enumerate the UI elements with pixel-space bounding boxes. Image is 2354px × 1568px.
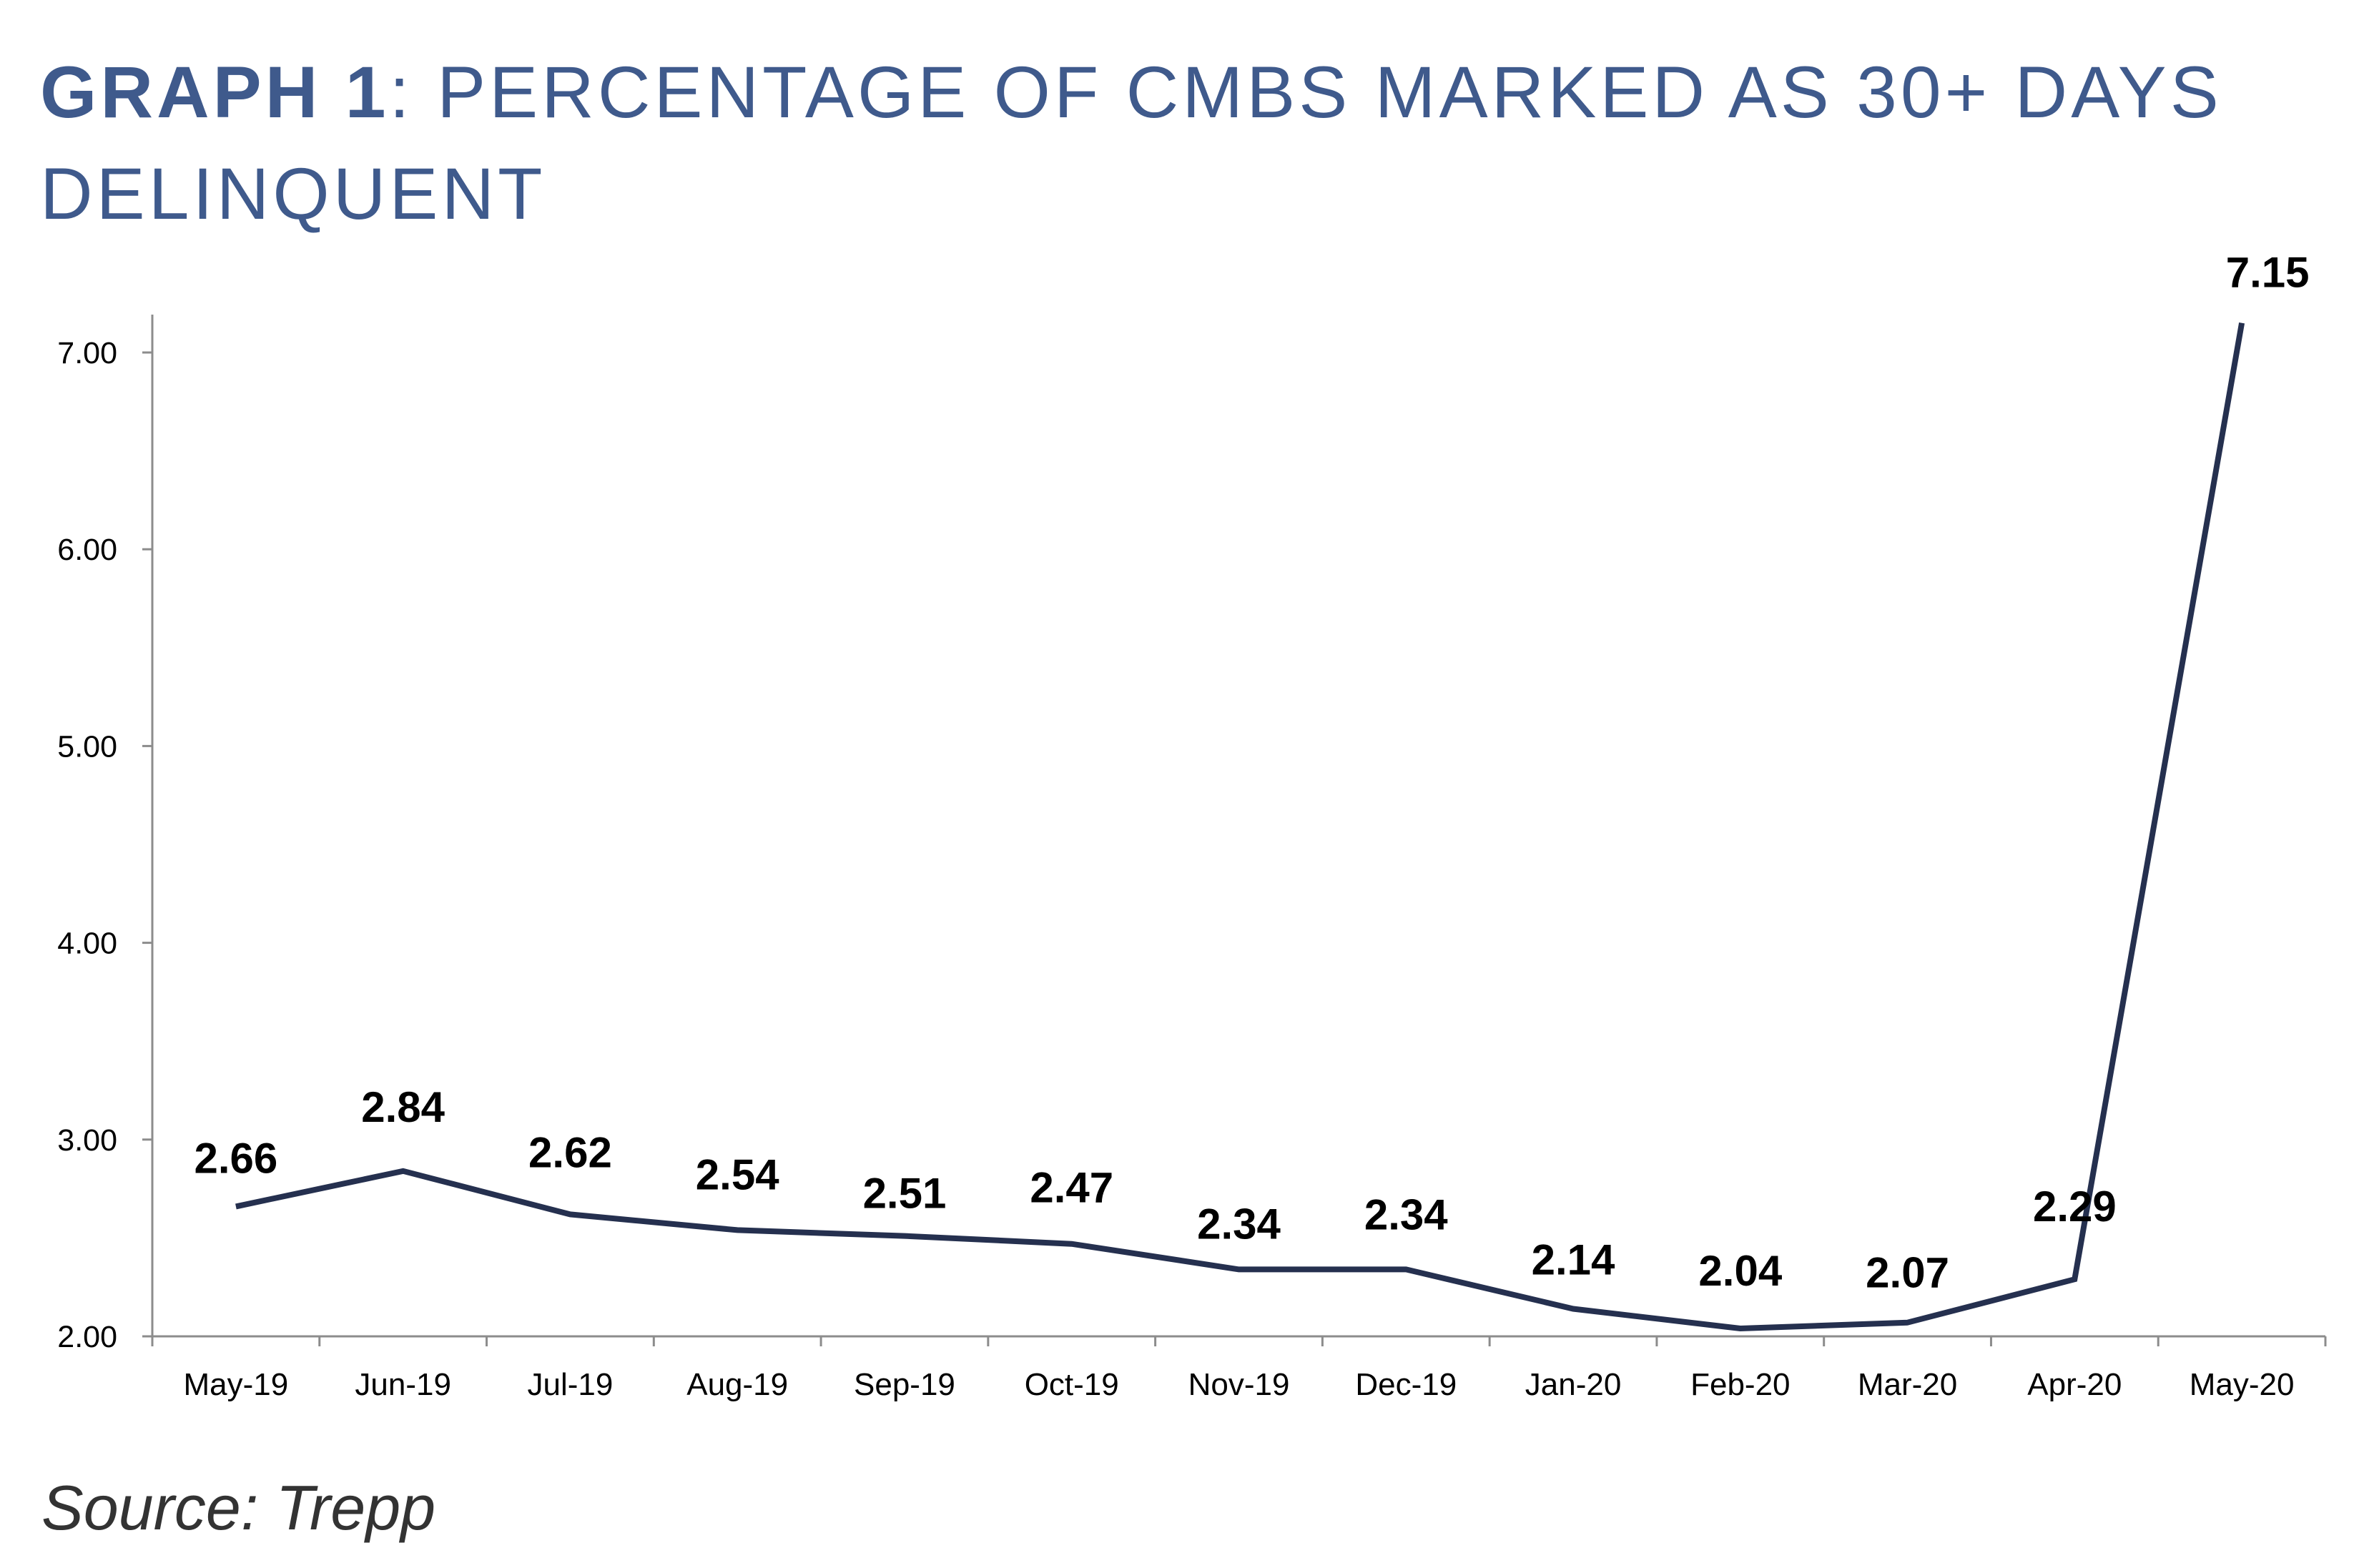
data-label: 2.51 (863, 1170, 947, 1218)
x-tick-label: Dec-19 (1355, 1367, 1457, 1402)
y-tick-label: 2.00 (57, 1320, 117, 1354)
x-tick-label: Nov-19 (1188, 1367, 1290, 1402)
series-line (235, 322, 2245, 1332)
data-label: 2.04 (1698, 1247, 1782, 1295)
y-tick-label: 7.00 (57, 336, 117, 370)
data-label: 2.47 (1030, 1164, 1113, 1212)
x-tick-label: Oct-19 (1025, 1367, 1119, 1402)
data-label: 2.54 (696, 1150, 779, 1198)
y-tick-label: 6.00 (57, 533, 117, 567)
data-labels: 2.66 2.84 2.62 2.54 2.51 2.47 2.34 2.34 2.14 2.04… (194, 249, 2309, 1297)
y-axis-ticks: 2.00 3.00 4.00 5.00 6.00 7.00 (57, 336, 152, 1354)
data-label: 2.84 (361, 1083, 445, 1131)
source-note: Source: Trepp (41, 1472, 436, 1543)
x-tick-label: Mar-20 (1858, 1367, 1957, 1402)
data-label: 2.07 (1866, 1249, 1949, 1297)
x-tick-label: Feb-20 (1690, 1367, 1790, 1402)
chart-title-bold: GRAPH 1 (40, 51, 390, 133)
chart-title: GRAPH 1: PERCENTAGE OF CMBS MARKED AS 30… (40, 41, 2293, 245)
data-label: 2.34 (1197, 1200, 1281, 1248)
data-label: 7.15 (2226, 249, 2310, 297)
y-tick-label: 3.00 (57, 1123, 117, 1158)
data-label: 2.34 (1364, 1190, 1448, 1238)
data-label: 2.14 (1532, 1236, 1615, 1283)
series-line-group (235, 322, 2245, 1332)
chart-title-rest: : PERCENTAGE OF CMBS MARKED AS 30+ DAYS … (40, 51, 2222, 235)
x-tick-label: Jan-20 (1525, 1367, 1622, 1402)
x-tick-label: Jul-19 (528, 1367, 614, 1402)
y-tick-label: 4.00 (57, 927, 117, 961)
data-label: 2.66 (194, 1134, 277, 1182)
x-tick-label: May-19 (184, 1367, 289, 1402)
x-tick-label: Jun-19 (355, 1367, 451, 1402)
x-tick-label: May-20 (2190, 1367, 2295, 1402)
y-tick-label: 5.00 (57, 729, 117, 764)
x-tick-label: Apr-20 (2027, 1367, 2122, 1402)
data-label: 2.62 (528, 1128, 612, 1176)
x-tick-label: Aug-19 (686, 1367, 788, 1402)
data-label: 2.29 (2033, 1183, 2117, 1231)
x-tick-label: Sep-19 (854, 1367, 955, 1402)
chart-axes (151, 315, 2325, 1338)
x-axis-ticks: May-19 Jun-19 Jul-19 Aug-19 Sep-19 Oct-19 Nov-… (151, 1336, 2327, 1402)
